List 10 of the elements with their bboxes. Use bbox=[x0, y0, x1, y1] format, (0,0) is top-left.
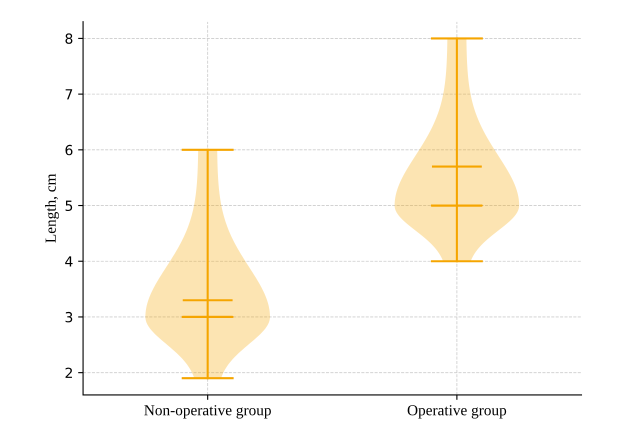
y-tick-label: 3 bbox=[66, 312, 72, 322]
y-axis-title: Length, cm bbox=[45, 174, 59, 243]
y-tick-label: 8 bbox=[65, 33, 72, 44]
y-tick-label: 5 bbox=[66, 200, 72, 212]
y-tick-label: 6 bbox=[65, 144, 72, 156]
x-tick-label: Operative group bbox=[408, 405, 506, 419]
y-tick-label: 4 bbox=[65, 256, 73, 267]
y-tick-label: 7 bbox=[66, 89, 72, 100]
y-tick-label: 2 bbox=[66, 368, 72, 378]
x-tick-label: Non-operative group bbox=[144, 405, 271, 419]
